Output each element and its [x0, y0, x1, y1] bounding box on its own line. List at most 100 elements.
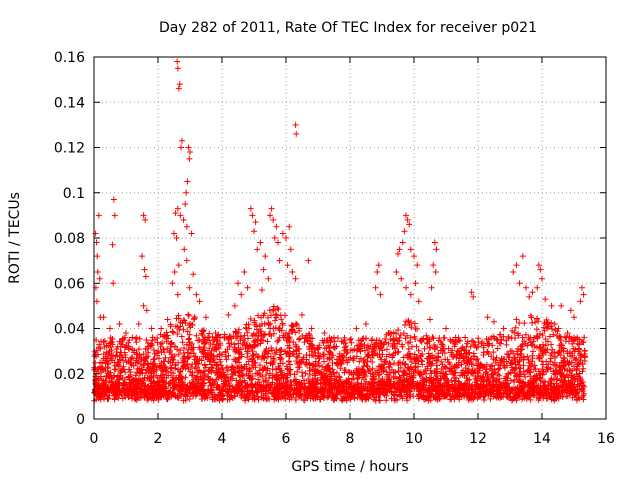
- data-point: [202, 364, 209, 371]
- data-point: [254, 246, 261, 253]
- data-point: [430, 335, 437, 342]
- data-point: [283, 363, 290, 370]
- data-point: [159, 340, 166, 347]
- data-point: [310, 352, 317, 359]
- data-point: [561, 377, 568, 384]
- data-point: [539, 331, 546, 338]
- data-point: [138, 389, 145, 396]
- data-point: [396, 373, 403, 380]
- data-point: [532, 319, 539, 326]
- data-point: [205, 376, 212, 383]
- data-point: [102, 377, 109, 384]
- data-point: [387, 336, 394, 343]
- data-point: [361, 359, 368, 366]
- data-point: [516, 280, 523, 287]
- data-point: [466, 381, 473, 388]
- data-point: [243, 382, 250, 389]
- data-point: [94, 268, 101, 275]
- data-point: [401, 228, 408, 235]
- data-point: [482, 387, 489, 394]
- data-point: [534, 315, 541, 322]
- data-point: [554, 392, 561, 399]
- data-point: [426, 388, 433, 395]
- data-point: [274, 304, 281, 311]
- data-point: [324, 355, 331, 362]
- data-point: [389, 352, 396, 359]
- data-point: [316, 342, 323, 349]
- data-point: [355, 346, 362, 353]
- data-point: [122, 354, 129, 361]
- data-point: [547, 358, 554, 365]
- data-point: [282, 329, 289, 336]
- y-axis-label: ROTI / TECUs: [7, 192, 23, 284]
- data-point: [397, 331, 404, 338]
- data-point: [278, 327, 285, 334]
- data-point: [521, 395, 528, 402]
- data-point: [202, 339, 209, 346]
- data-point: [392, 397, 399, 404]
- data-point: [362, 393, 369, 400]
- data-point: [369, 365, 376, 372]
- data-point: [131, 385, 138, 392]
- data-point: [193, 291, 200, 298]
- data-point: [483, 335, 490, 342]
- data-point: [283, 374, 290, 381]
- data-point: [294, 321, 301, 328]
- data-point: [484, 314, 491, 321]
- data-point: [438, 366, 445, 373]
- data-point: [479, 385, 486, 392]
- data-point: [320, 339, 327, 346]
- data-point: [186, 155, 193, 162]
- data-point: [562, 374, 569, 381]
- data-point: [462, 365, 469, 372]
- data-point: [286, 344, 293, 351]
- data-point: [94, 253, 101, 260]
- data-point: [579, 368, 586, 375]
- data-point: [432, 268, 439, 275]
- data-point: [395, 250, 401, 257]
- data-point: [232, 346, 239, 353]
- data-point: [258, 356, 265, 363]
- data-point: [303, 392, 310, 399]
- data-point: [340, 357, 347, 364]
- data-point: [293, 358, 300, 365]
- data-point: [531, 378, 538, 385]
- data-point: [245, 372, 252, 379]
- data-point: [428, 284, 435, 291]
- data-point: [189, 369, 196, 376]
- data-point: [432, 343, 439, 350]
- data-point: [265, 375, 272, 382]
- data-point: [235, 326, 242, 333]
- data-point: [148, 395, 155, 402]
- data-point: [174, 324, 181, 331]
- data-point: [560, 345, 567, 352]
- data-point: [264, 314, 271, 321]
- data-point: [263, 371, 270, 378]
- data-point: [241, 332, 248, 339]
- data-point: [126, 337, 133, 344]
- data-point: [191, 385, 198, 392]
- data-point: [180, 397, 187, 404]
- data-point: [228, 392, 235, 399]
- data-point: [184, 354, 191, 361]
- data-point: [460, 392, 467, 399]
- data-point: [439, 350, 446, 357]
- data-point: [395, 368, 402, 375]
- data-point: [426, 353, 433, 360]
- data-point: [369, 336, 376, 343]
- data-point: [180, 216, 187, 223]
- data-point: [206, 345, 213, 352]
- data-point: [412, 356, 419, 363]
- data-point: [433, 246, 440, 253]
- data-point: [556, 333, 563, 340]
- data-point: [201, 347, 208, 354]
- data-point: [540, 361, 547, 368]
- data-point: [181, 246, 188, 253]
- y-tick-label: 0.04: [54, 322, 85, 338]
- data-point: [537, 266, 544, 273]
- data-point: [473, 381, 480, 388]
- data-point: [192, 375, 199, 382]
- data-point: [99, 392, 106, 399]
- data-point: [116, 356, 123, 363]
- data-point: [558, 302, 565, 309]
